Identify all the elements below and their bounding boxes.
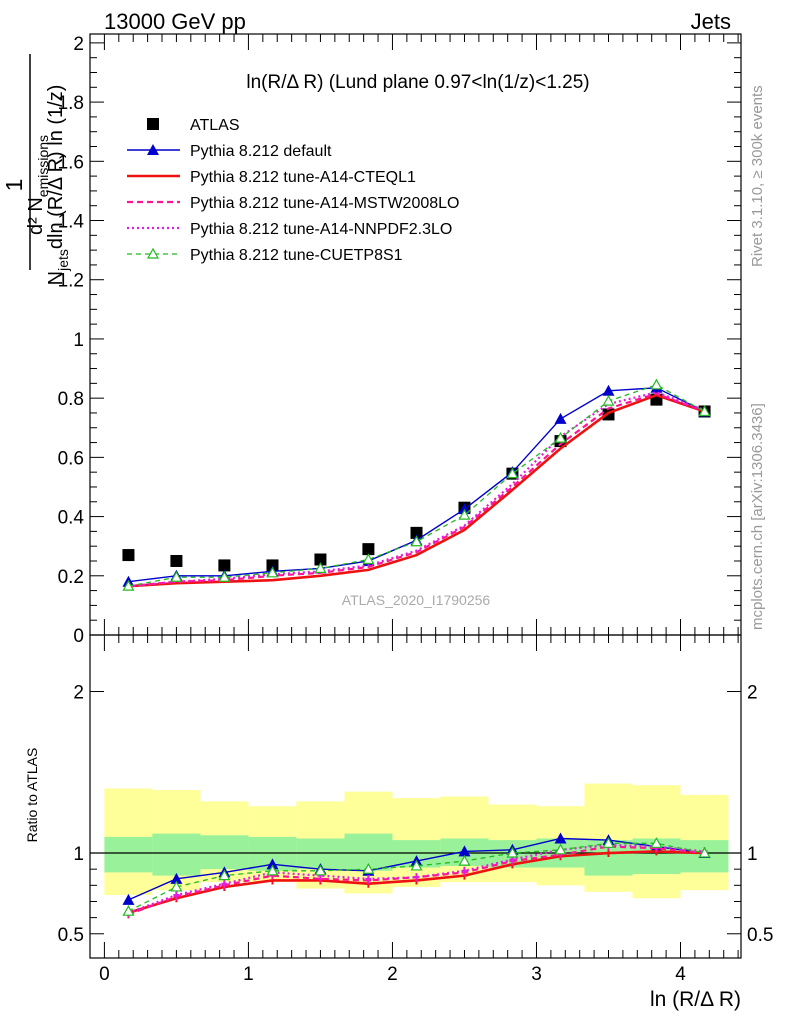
series-line-mstw bbox=[128, 392, 705, 588]
xtick-label: 2 bbox=[387, 964, 398, 985]
legend-label-cteql1: Pythia 8.212 tune-A14-CTEQL1 bbox=[190, 169, 416, 186]
main-ytick-label: 1.2 bbox=[58, 271, 84, 292]
legend-label-nnpdf: Pythia 8.212 tune-A14-NNPDF2.3LO bbox=[190, 221, 452, 238]
ratio-point-default bbox=[458, 845, 471, 857]
ratio-point-cuetp bbox=[362, 862, 375, 874]
data-point-cuetp bbox=[266, 566, 279, 578]
data-point-cuetp bbox=[410, 535, 423, 547]
rivet-version: Rivet 3.1.10, ≥ 300k events bbox=[749, 85, 766, 267]
uncertainty-band-inner bbox=[200, 835, 249, 870]
main-ytick-label: 1 bbox=[73, 330, 84, 351]
data-point-cuetp bbox=[602, 394, 615, 406]
legend-label-mstw: Pythia 8.212 tune-A14-MSTW2008LO bbox=[190, 195, 459, 212]
ratio-point-cuetp bbox=[554, 843, 567, 855]
ratio-point-cuetp bbox=[698, 846, 711, 858]
header-process: Jets bbox=[691, 9, 731, 34]
ratio-point-default bbox=[122, 893, 135, 905]
ratio-point-cuetp bbox=[650, 837, 663, 848]
x-axis-label: ln (R/Δ R) bbox=[650, 988, 741, 1011]
data-point-cuetp bbox=[554, 431, 567, 443]
data-point-cuetp bbox=[218, 571, 231, 582]
data-point-atlas bbox=[314, 553, 327, 566]
data-point-cuetp bbox=[698, 405, 711, 417]
legend-label-default: Pythia 8.212 default bbox=[190, 143, 332, 160]
uncertainty-band-inner bbox=[104, 836, 153, 873]
data-point-atlas bbox=[362, 543, 375, 556]
main-ytick-label: 1.6 bbox=[58, 152, 84, 173]
svg-text:Njetsdln (R/Δ R) ln (1/z): Njetsdln (R/Δ R) ln (1/z) bbox=[45, 85, 71, 286]
data-point-cuetp bbox=[506, 467, 519, 479]
plot-title: ln(R/Δ R) (Lund plane 0.97<ln(1/z)<1.25) bbox=[246, 72, 589, 93]
main-ytick-label: 0.6 bbox=[58, 448, 84, 469]
legend-marker-default bbox=[147, 144, 159, 155]
main-ylabel: 1 d² Nemissions Njetsdln (R/Δ R) ln (1/z… bbox=[1, 54, 71, 285]
ratio-point-cuetp bbox=[170, 880, 183, 892]
data-point-atlas bbox=[410, 526, 423, 539]
xtick-label: 1 bbox=[243, 964, 254, 985]
ratio-point-default bbox=[170, 872, 183, 884]
data-point-cuetp bbox=[314, 562, 327, 573]
header-collision: 13000 GeV pp bbox=[104, 9, 246, 34]
analysis-id: ATLAS_2020_I1790256 bbox=[342, 592, 491, 608]
main-ytick-label: 0 bbox=[73, 626, 84, 647]
ratio-ytick-label: 2 bbox=[73, 683, 84, 704]
ratio-point-nnpdf bbox=[221, 879, 228, 888]
legend-marker-cuetp bbox=[146, 247, 160, 259]
ratio-ytick-label-right: 1 bbox=[747, 844, 758, 865]
data-point-cuetp bbox=[362, 553, 375, 565]
ratio-point-default bbox=[266, 858, 279, 870]
data-point-cuetp bbox=[170, 571, 183, 582]
series-line-nnpdf bbox=[128, 391, 705, 588]
data-point-default bbox=[458, 503, 471, 515]
legend-label-cuetp: Pythia 8.212 tune-CUETP8S1 bbox=[190, 247, 403, 264]
data-point-default bbox=[602, 384, 615, 396]
data-point-cuetp bbox=[650, 378, 663, 390]
main-ytick-label: 1.4 bbox=[58, 212, 85, 233]
ratio-plot-frame bbox=[89, 634, 742, 959]
series-line-cteql1 bbox=[128, 393, 705, 588]
xtick-label: 4 bbox=[675, 964, 686, 985]
data-point-atlas bbox=[218, 559, 231, 572]
ratio-point-cuetp bbox=[266, 864, 279, 876]
ratio-point-cuetp bbox=[506, 846, 519, 858]
ratio-ytick-label: 1 bbox=[73, 844, 84, 865]
ratio-point-cuetp bbox=[458, 854, 471, 866]
ratio-point-cuetp bbox=[122, 904, 135, 916]
main-ytick-label: 0.2 bbox=[58, 567, 84, 588]
ratio-point-nnpdf bbox=[173, 891, 180, 900]
legend-label-atlas: ATLAS bbox=[190, 117, 240, 134]
xtick-label: 3 bbox=[531, 964, 542, 985]
ratio-point-cuetp bbox=[410, 859, 423, 871]
ratio-ytick-label-right: 2 bbox=[747, 683, 758, 704]
main-ytick-label: 0.8 bbox=[58, 389, 84, 410]
ratio-point-nnpdf bbox=[461, 866, 468, 875]
ratio-point-cuetp bbox=[218, 869, 231, 881]
main-ytick-label: 0.4 bbox=[58, 508, 85, 529]
data-point-default bbox=[554, 412, 567, 424]
ratio-point-default bbox=[554, 832, 567, 844]
data-point-atlas bbox=[170, 554, 183, 567]
mcplots-credit: mcplots.cern.ch [arXiv:1306.3436] bbox=[749, 403, 766, 630]
data-point-cuetp bbox=[122, 579, 135, 591]
data-point-atlas bbox=[122, 549, 135, 562]
ratio-ytick-label-right: 0.5 bbox=[747, 925, 773, 946]
svg-text:1: 1 bbox=[1, 179, 27, 192]
legend-marker-atlas bbox=[147, 118, 159, 130]
ratio-point-cuetp bbox=[314, 864, 327, 876]
ratio-ylabel: Ratio to ATLAS bbox=[24, 748, 40, 843]
xtick-label: 0 bbox=[99, 964, 110, 985]
main-ytick-label: 2 bbox=[73, 34, 84, 55]
ratio-point-cuetp bbox=[602, 837, 615, 848]
ratio-point-nnpdf bbox=[413, 873, 420, 882]
uncertainty-band-inner bbox=[152, 833, 201, 876]
ratio-ytick-label: 0.5 bbox=[58, 925, 84, 946]
main-ytick-label: 1.8 bbox=[58, 93, 84, 114]
data-point-cuetp bbox=[458, 508, 471, 520]
ratio-point-nnpdf bbox=[365, 874, 372, 883]
